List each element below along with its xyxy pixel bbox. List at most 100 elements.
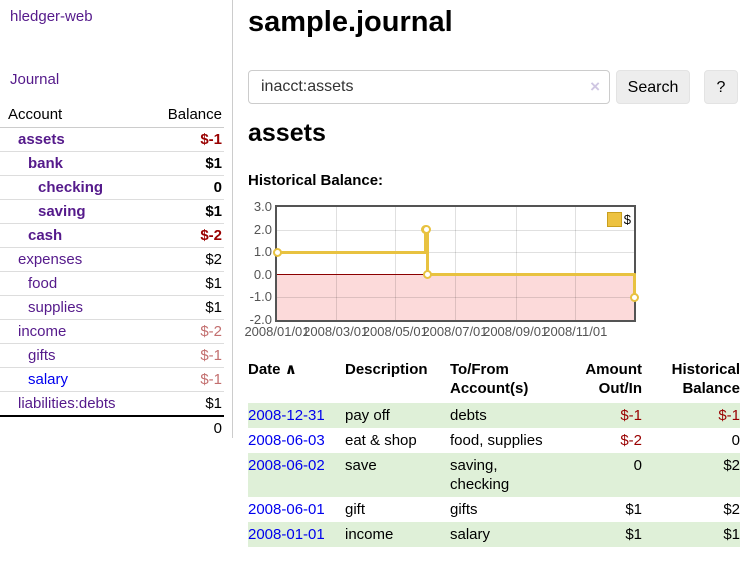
account-link-gifts[interactable]: gifts (28, 347, 56, 364)
transaction-balance: $-1 (718, 407, 740, 424)
negative-region (277, 274, 634, 320)
y-axis-tick-label: 1.0 (253, 244, 272, 260)
app-title-link[interactable]: hledger-web (10, 8, 93, 25)
historical-balance-chart: $ 3.0 2.0 1.0 0.0 -1.0 -2.0 2008/01/01 2008/03… (244, 199, 644, 345)
accounts-header-row: Account Balance (0, 100, 224, 128)
account-balance: $-2 (150, 223, 224, 248)
x-gridline (575, 207, 577, 320)
transaction-row[interactable]: 2008-06-02 save saving, checking 0 $2 (248, 453, 740, 497)
transaction-row[interactable]: 2008-12-31 pay off debts $-1 $-1 (248, 403, 740, 428)
sidebar-item-journal[interactable]: Journal (10, 71, 60, 88)
transaction-row[interactable]: 2008-06-01 gift gifts $1 $2 (248, 497, 740, 522)
help-button[interactable]: ? (704, 70, 738, 104)
x-axis-tick-label: 2008/07/01 (422, 324, 488, 339)
transaction-balance: $2 (723, 501, 740, 518)
search-input[interactable] (248, 70, 610, 104)
transaction-description: eat & shop (345, 432, 417, 449)
account-balance: $1 (150, 391, 224, 417)
account-link-checking[interactable]: checking (38, 179, 104, 196)
x-axis-tick-label: 2008/11/01 (543, 324, 608, 339)
account-link-cash[interactable]: cash (28, 227, 63, 244)
data-point-marker[interactable] (422, 225, 432, 235)
transaction-date-link[interactable]: 2008-01-01 (248, 526, 325, 543)
account-balance: $1 (150, 271, 224, 296)
y-axis-tick-label: -1.0 (249, 289, 272, 305)
transaction-accounts: food, supplies (450, 432, 543, 449)
chart-legend: $ (606, 212, 631, 229)
account-link-bank[interactable]: bank (28, 155, 64, 172)
x-axis-tick-label: 2008/03/01 (303, 324, 369, 339)
legend-label: $ (623, 212, 631, 227)
sidebar: hledger-web Journal Account Balance asse… (0, 0, 233, 440)
x-gridline (455, 207, 456, 320)
y-axis-tick-label: 0.0 (253, 266, 272, 282)
transaction-accounts: debts (450, 407, 487, 424)
transactions-header-row: Date ∧ Description To/From Account(s) Amo… (248, 360, 740, 403)
clear-search-icon[interactable]: × (590, 77, 600, 96)
col-amount: Amount Out/In (585, 361, 642, 397)
account-row: assets $-1 (0, 127, 224, 152)
account-link-supplies[interactable]: supplies (28, 299, 84, 316)
series-segment (427, 273, 634, 277)
accounts-col-balance: Balance (150, 100, 224, 128)
transaction-description: gift (345, 501, 366, 518)
account-balance: $1 (150, 295, 224, 320)
account-row: food $1 (0, 271, 224, 296)
account-link-saving[interactable]: saving (38, 203, 86, 220)
search-button[interactable]: Search (616, 70, 690, 104)
transaction-date-link[interactable]: 2008-06-01 (248, 501, 325, 518)
transaction-description: pay off (345, 407, 390, 424)
transactions-table: Date ∧ Description To/From Account(s) Amo… (248, 360, 740, 547)
x-gridline (335, 207, 337, 320)
account-row: expenses $2 (0, 247, 224, 272)
col-date[interactable]: Date ∧ (248, 361, 297, 378)
account-balance: $1 (150, 151, 224, 176)
transaction-date-link[interactable]: 2008-12-31 (248, 407, 325, 424)
col-accounts: To/From Account(s) (450, 361, 529, 397)
page-title: sample.journal (248, 6, 453, 38)
transaction-description: income (345, 526, 394, 543)
x-gridline (395, 207, 397, 320)
transaction-balance: $2 (723, 457, 740, 474)
data-point-marker[interactable] (423, 270, 433, 280)
accounts-total-balance: 0 (150, 415, 224, 440)
account-balance: $-1 (150, 367, 224, 392)
series-segment (632, 273, 636, 299)
y-axis-tick-label: 3.0 (253, 199, 272, 214)
transaction-balance: $1 (723, 526, 740, 543)
account-link-salary[interactable]: salary (28, 371, 69, 388)
y-gridline (277, 297, 634, 299)
account-link-assets[interactable]: assets (18, 131, 65, 148)
account-row: cash $-2 (0, 223, 224, 248)
account-row: bank $1 (0, 151, 224, 176)
account-link-food[interactable]: food (28, 275, 58, 292)
transaction-accounts: salary (450, 526, 491, 543)
x-axis-tick-label: 2008/01/01 (244, 324, 310, 339)
transaction-row[interactable]: 2008-01-01 income salary $1 $1 (248, 522, 740, 547)
transaction-amount: $-1 (620, 407, 642, 424)
y-gridline (277, 229, 634, 231)
series-segment (277, 250, 426, 254)
x-axis-tick-label: 2008/09/01 (483, 324, 549, 339)
transaction-date-link[interactable]: 2008-06-02 (248, 457, 325, 474)
col-description: Description (345, 361, 428, 378)
account-link-expenses[interactable]: expenses (18, 251, 83, 268)
account-balance: 0 (150, 175, 224, 200)
data-point-marker[interactable] (629, 292, 639, 302)
transaction-accounts: saving, checking (450, 457, 510, 493)
account-link-liabilities-debts[interactable]: liabilities:debts (18, 395, 116, 412)
transaction-amount: $1 (625, 501, 642, 518)
chart-plot-area[interactable]: $ (272, 205, 639, 322)
transaction-description: save (345, 457, 377, 474)
account-row: supplies $1 (0, 295, 224, 320)
data-point-marker[interactable] (272, 247, 282, 257)
account-link-income[interactable]: income (18, 323, 67, 340)
transaction-balance: 0 (731, 432, 740, 449)
transaction-date-link[interactable]: 2008-06-03 (248, 432, 325, 449)
chart-title: Historical Balance: (248, 172, 384, 189)
account-row: salary $-1 (0, 367, 224, 392)
series-segment (426, 228, 430, 277)
sort-asc-icon[interactable]: ∧ (284, 361, 297, 378)
col-historical-balance: Historical Balance (671, 361, 740, 397)
transaction-row[interactable]: 2008-06-03 eat & shop food, supplies $-2… (248, 428, 740, 453)
